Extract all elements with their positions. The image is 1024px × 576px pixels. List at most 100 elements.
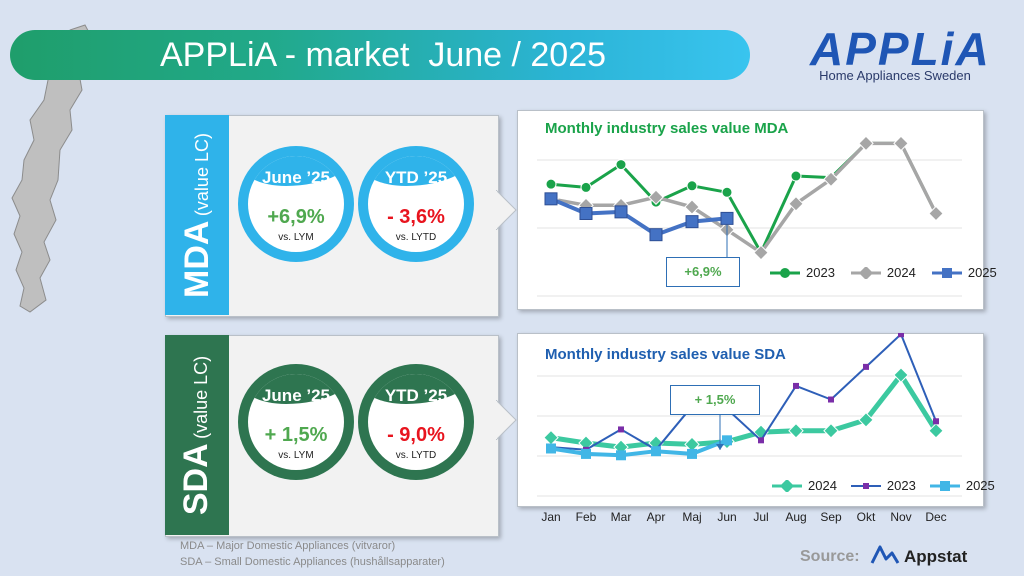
legend-label-2025: 2025 xyxy=(967,265,997,280)
legend-marker-sda-2023 xyxy=(850,482,881,489)
mda-june-head: June ’25 xyxy=(261,168,331,187)
legend-label-2023: 2023 xyxy=(806,265,835,280)
mda-point-2025-Jan xyxy=(544,192,558,206)
sda-label-sub: (value LC) xyxy=(191,355,212,439)
footnote-mda: MDA – Major Domestic Appliances (vitvaro… xyxy=(180,540,396,552)
mda-point-2024-Nov xyxy=(893,135,909,152)
legend-marker-2025 xyxy=(931,267,962,278)
mda-point-2025-Mar xyxy=(614,205,628,219)
sda-side-label: SDA (value LC) xyxy=(165,335,229,535)
month-label-Jul: Jul xyxy=(753,510,769,524)
month-label-Apr: Apr xyxy=(646,510,666,524)
legend-marker-2024 xyxy=(850,266,881,279)
sda-point-2023-Dec xyxy=(933,418,939,425)
mda-point-2025-Feb xyxy=(579,207,593,220)
legend-marker-sda-2024 xyxy=(772,479,802,492)
sda-point-2023-Mar xyxy=(618,426,624,433)
mda-june-badge: June ’25 +6,9% vs. LYM xyxy=(238,146,354,262)
sweden-map-graphic xyxy=(11,24,93,313)
sda-point-2024-Maj xyxy=(684,436,700,453)
sda-point-2023-Nov xyxy=(898,333,904,338)
footnote-sda: SDA – Small Domestic Appliances (hushåll… xyxy=(180,556,445,568)
sda-point-2025-Mar xyxy=(616,450,626,461)
sda-panel-pointer xyxy=(496,400,517,440)
sda-june-head: June ’25 xyxy=(261,386,331,405)
legend-label-sda-2023: 2023 xyxy=(886,478,916,493)
sda-point-2024-Aug xyxy=(788,423,804,439)
month-label-Jan: Jan xyxy=(541,510,561,524)
mda-point-2023-Maj xyxy=(686,180,698,192)
mda-point-2024-Okt xyxy=(858,135,874,152)
mda-point-2023-Feb xyxy=(580,181,592,193)
sda-point-2025-Jan xyxy=(546,443,556,454)
legend-label-sda-2024: 2024 xyxy=(808,478,837,493)
sda-point-2024-Nov xyxy=(893,367,909,383)
mda-point-2023-Mar xyxy=(615,159,627,171)
mda-point-2025-Maj xyxy=(685,215,699,229)
sda-point-2024-Jan xyxy=(543,429,559,446)
source-name: Appstat xyxy=(904,547,968,566)
mda-point-2024-Apr xyxy=(648,189,664,205)
mda-point-2024-Sep xyxy=(823,171,839,188)
mda-point-2024-Aug xyxy=(788,195,804,212)
month-label-Jun: Jun xyxy=(717,510,737,524)
mda-point-2023-Jun xyxy=(721,186,733,198)
mda-ytd-value: - 3,6% xyxy=(387,206,445,228)
mda-point-2025-Apr xyxy=(649,228,663,242)
sda-june-value: + 1,5% xyxy=(264,424,328,446)
sda-point-2025-Jun xyxy=(722,435,732,446)
mda-june-callout: +6,9% xyxy=(666,257,740,287)
sda-point-2024-Feb xyxy=(578,435,594,451)
mda-line-chart xyxy=(537,135,962,297)
month-label-Mar: Mar xyxy=(610,510,632,524)
mda-point-2023-Aug xyxy=(790,170,802,182)
source-label: Source: xyxy=(800,548,860,565)
sda-point-2025-Maj xyxy=(687,448,697,459)
mda-legend: 2023 2024 2025 xyxy=(770,265,997,280)
sda-ytd-badge: YTD ’25 - 9,0% vs. LYTD xyxy=(358,364,474,480)
mda-june-compare: vs. LYM xyxy=(278,232,314,243)
mda-side-label: MDA (value LC) xyxy=(165,115,229,315)
mda-point-2024-Jul xyxy=(753,244,769,261)
sda-point-2023-Aug xyxy=(793,382,799,389)
sda-label-main: SDA xyxy=(177,442,216,515)
sda-point-2023-Jul xyxy=(758,437,764,444)
sda-ytd-head: YTD ’25 xyxy=(384,386,448,405)
mda-point-2024-Dec xyxy=(928,205,944,222)
month-label-Maj: Maj xyxy=(682,510,702,524)
sda-point-2023-Sep xyxy=(828,396,834,403)
sda-callout-arrowhead xyxy=(716,444,724,450)
sda-june-badge: June ’25 + 1,5% vs. LYM xyxy=(238,364,354,480)
sda-june-compare: vs. LYM xyxy=(278,450,314,461)
mda-point-2023-Jan xyxy=(545,178,557,190)
mda-panel-pointer xyxy=(496,190,517,230)
appstat-logo-icon xyxy=(870,545,900,564)
legend-label-2024: 2024 xyxy=(886,265,916,280)
sda-chart-title: Monthly industry sales value SDA xyxy=(545,346,786,363)
sda-legend: 2024 2023 2025 xyxy=(772,478,995,493)
mda-label-sub: (value LC) xyxy=(191,132,212,216)
sda-ytd-compare: vs. LYTD xyxy=(395,450,437,461)
sda-point-2024-Okt xyxy=(858,412,874,428)
applia-logo: APPLiA xyxy=(810,23,991,75)
legend-marker-sda-2025 xyxy=(929,480,960,491)
mda-ytd-head: YTD ’25 xyxy=(384,168,448,187)
title-banner xyxy=(10,30,750,80)
sda-series-line-2025 xyxy=(550,438,728,458)
sda-line-chart xyxy=(537,333,962,497)
month-label-Okt: Okt xyxy=(856,510,876,524)
sda-point-2025-Apr xyxy=(651,446,661,457)
month-axis-labels: Jan Feb Mar Apr Maj Jun Jul Aug Sep Okt Nov Dec xyxy=(0,510,1024,530)
mda-point-2024-Maj xyxy=(684,199,700,215)
sda-series-line-2023 xyxy=(550,333,937,451)
month-label-Dec: Dec xyxy=(925,510,947,524)
page-title: APPLiA - market June / 2025 xyxy=(160,36,607,74)
mda-june-value: +6,9% xyxy=(267,206,325,228)
mda-ytd-badge: YTD ’25 - 3,6% vs. LYTD xyxy=(358,146,474,262)
sda-chart-box xyxy=(517,333,984,507)
month-label-Nov: Nov xyxy=(890,510,912,524)
sda-point-2024-Dec xyxy=(928,423,944,439)
sda-june-callout: + 1,5% xyxy=(670,385,760,415)
mda-point-2025-Jun xyxy=(720,211,734,225)
month-label-Feb: Feb xyxy=(575,510,597,524)
